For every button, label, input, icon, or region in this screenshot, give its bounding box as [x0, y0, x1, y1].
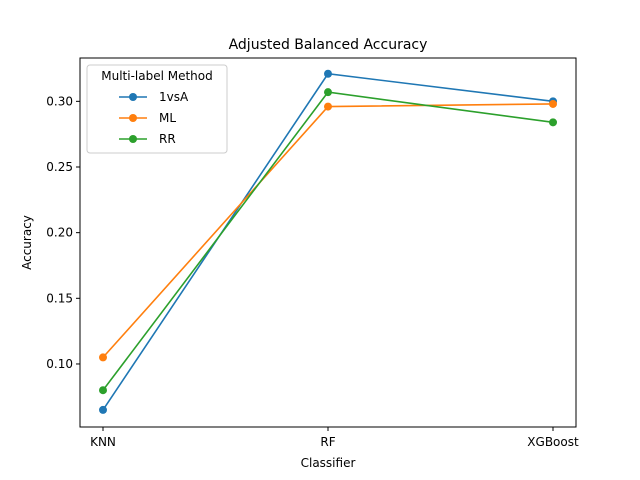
y-tick-label: 0.15: [46, 291, 73, 305]
legend-swatch-marker: [129, 114, 137, 122]
legend-label: ML: [159, 111, 176, 125]
legend-swatch-marker: [129, 135, 137, 143]
y-tick-label: 0.25: [46, 160, 73, 174]
data-point-RR: [549, 118, 557, 127]
x-tick-label: RF: [320, 435, 335, 449]
data-point-1vsA: [99, 405, 107, 414]
legend-label: 1vsA: [159, 90, 189, 104]
plot-frame: [79, 57, 577, 428]
data-point-ML: [549, 99, 557, 108]
legend-entries: 1vsA ML RR: [119, 90, 189, 146]
x-tick-label: KNN: [90, 435, 116, 449]
y-axis-label: Accuracy: [20, 215, 34, 270]
data-point-RR: [324, 88, 332, 97]
data-point-1vsA: [324, 69, 332, 78]
legend: Multi-label Method 1vsA ML RR: [86, 64, 228, 154]
data-point-ML: [324, 102, 332, 111]
data-point-RR: [99, 386, 107, 395]
legend-box: [86, 64, 228, 154]
axis-ticks: KNN RF XGBoost 0.10 0.15 0.20 0.25 0.30: [46, 94, 579, 449]
legend-swatch-marker: [129, 93, 137, 101]
chart-title: Adjusted Balanced Accuracy: [229, 37, 428, 53]
y-tick-label: 0.30: [46, 94, 73, 108]
series-layer: [99, 69, 557, 414]
x-axis-label: Classifier: [301, 456, 356, 470]
legend-title: Multi-label Method: [101, 69, 213, 83]
data-point-ML: [99, 353, 107, 362]
x-tick-label: XGBoost: [527, 435, 579, 449]
y-tick-label: 0.20: [46, 226, 73, 240]
legend-label: RR: [159, 132, 176, 146]
y-tick-label: 0.10: [46, 357, 73, 371]
